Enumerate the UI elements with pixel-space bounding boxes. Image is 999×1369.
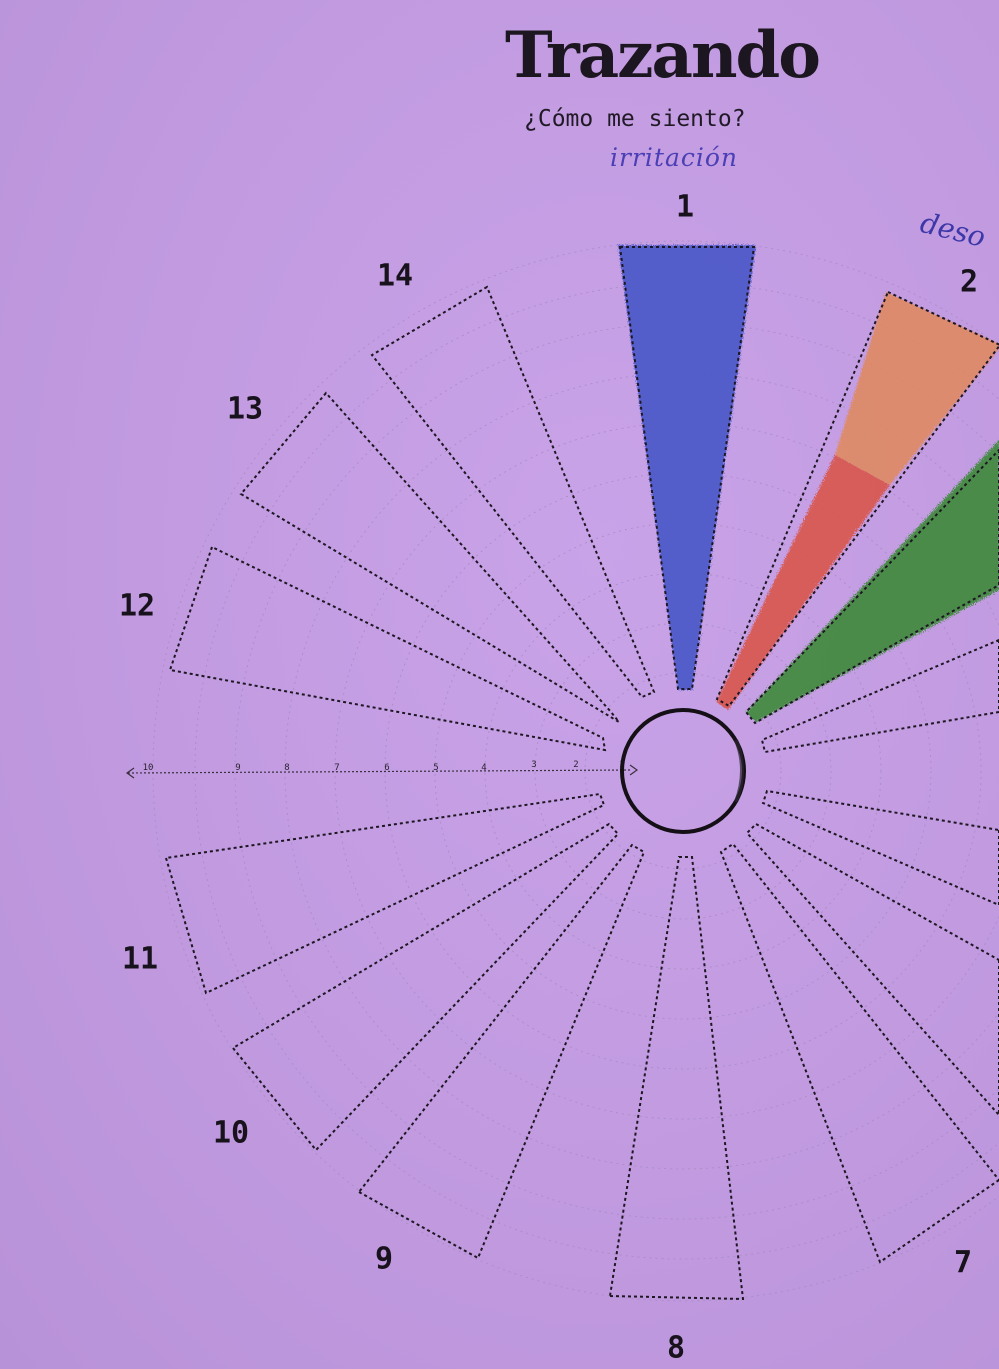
segment-14-outline [370, 285, 656, 699]
segment-9-outline [357, 843, 646, 1260]
segment-12-outline [168, 545, 607, 752]
segment-2-fill-outer [835, 292, 999, 485]
center-circle [620, 708, 746, 834]
center-pencil-mark [734, 739, 744, 803]
segment-number-8: 8 [666, 1330, 686, 1366]
segment-11-outline [164, 792, 606, 995]
page-title: Trazando [505, 18, 821, 93]
segment-number-11: 11 [121, 941, 159, 977]
segment-number-10: 10 [212, 1115, 250, 1151]
segment-2-fill-inner [716, 455, 890, 710]
segment-3-fill [746, 440, 999, 722]
segment-13-outline [239, 391, 620, 723]
scale-label-8: 8 [284, 763, 289, 773]
segment-5-outline [761, 789, 999, 907]
segment-number-13: 13 [226, 391, 264, 427]
scale-axis [125, 764, 639, 779]
scale-labels: 10 9 8 7 6 5 4 3 2 1 [143, 760, 625, 773]
scale-label-4: 4 [481, 763, 486, 773]
segment-6-outline [745, 822, 999, 1117]
page-subtitle: ¿Cómo me siento? [524, 106, 746, 132]
segment-7-outline [719, 842, 999, 1264]
segment-1-fill [618, 245, 756, 690]
segment-8-outline [608, 856, 745, 1301]
segment-number-12: 12 [118, 588, 156, 624]
colored-fills [618, 245, 999, 722]
scale-label-9: 9 [235, 763, 240, 773]
segment-3-outline [744, 448, 999, 725]
segment-number-9: 9 [374, 1241, 394, 1277]
scale-label-5: 5 [433, 763, 438, 773]
segment-number-2: 2 [959, 264, 979, 300]
scale-label-2: 2 [573, 760, 578, 770]
segment-number-7: 7 [953, 1245, 973, 1281]
scale-label-3: 3 [531, 760, 536, 770]
segment-number-14: 14 [376, 258, 414, 294]
segment-outlines [164, 246, 999, 1301]
scale-label-7: 7 [334, 763, 339, 773]
segment-number-1: 1 [675, 189, 695, 225]
scale-label-6: 6 [384, 763, 389, 773]
scale-label-10: 10 [143, 763, 154, 773]
segment-10-outline [231, 822, 620, 1152]
handwritten-note-segment-1: irritación [610, 143, 738, 172]
